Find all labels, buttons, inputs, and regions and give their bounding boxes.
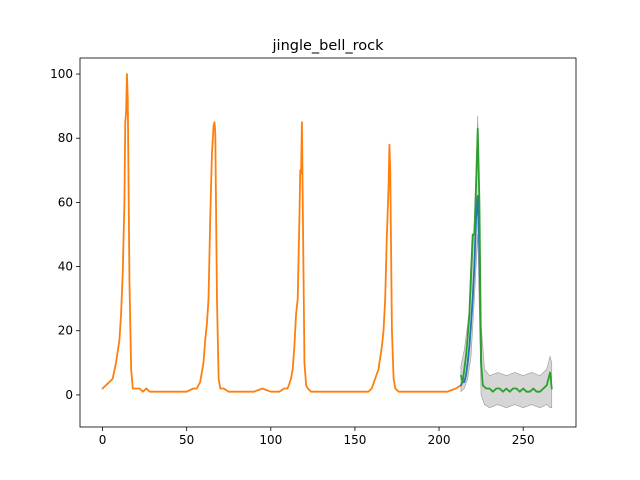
x-tick-label: 100 [259,433,282,447]
history-series-line [101,73,462,393]
x-tick-label: 250 [512,433,535,447]
y-tick-label: 40 [58,260,73,274]
actual-series-line [460,195,483,387]
x-tick-label: 150 [343,433,366,447]
chart-title: jingle_bell_rock [272,38,385,54]
y-tick-label: 20 [58,324,73,338]
forecast-series-line [460,127,553,393]
x-tick-label: 200 [428,433,451,447]
x-tick-label: 50 [179,433,194,447]
y-tick-label: 100 [50,67,73,81]
x-tick-label: 0 [99,433,107,447]
y-tick-label: 60 [58,195,73,209]
plot-frame [79,57,577,428]
y-tick-label: 80 [58,131,73,145]
y-tick-label: 0 [65,388,73,402]
axes: 0 50 100 150 200 250 0 20 40 60 80 100 [50,67,535,447]
series-layer [101,73,553,393]
